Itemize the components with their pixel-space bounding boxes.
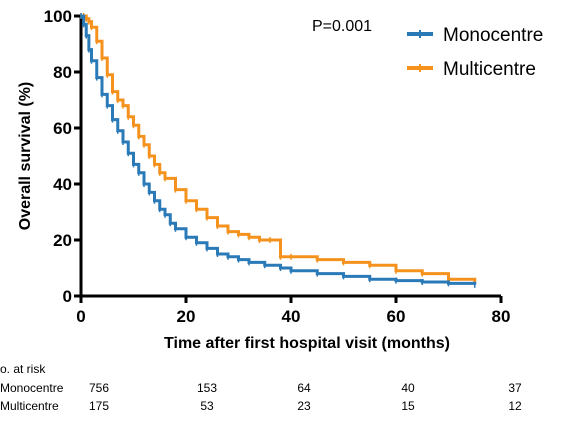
- y-tick-label: 40: [53, 175, 72, 194]
- risk-row-label: Monocentre: [0, 381, 64, 395]
- x-axis-title: Time after first hospital visit (months): [164, 335, 450, 352]
- y-tick-label: 20: [53, 231, 72, 250]
- risk-count: 53: [200, 399, 214, 413]
- y-tick-label: 80: [53, 63, 72, 82]
- p-value-annotation: P=0.001: [312, 18, 372, 35]
- x-tick-label: 60: [387, 307, 406, 326]
- risk-count: 23: [297, 399, 311, 413]
- series-line-multicentre: [81, 14, 477, 282]
- series-line-monocentre: [81, 14, 477, 285]
- legend-label-monocentre: Monocentre: [443, 25, 543, 46]
- risk-count: 37: [508, 381, 522, 395]
- series-layer: [80, 13, 477, 288]
- risk-table: o. at risk Monocentre 756 153 64 40 37 Multicen…: [0, 362, 522, 413]
- risk-count: 40: [401, 381, 415, 395]
- risk-table-header: o. at risk: [0, 362, 46, 376]
- risk-count: 12: [508, 399, 522, 413]
- risk-row-label: Multicentre: [0, 399, 59, 413]
- x-tick-label: 40: [282, 307, 301, 326]
- risk-count: 15: [401, 399, 415, 413]
- x-tick-label: 0: [76, 307, 85, 326]
- y-axis-title: Overall survival (%): [17, 82, 34, 231]
- legend: Monocentre Multicentre: [407, 25, 543, 80]
- y-tick-label: 0: [63, 287, 72, 306]
- risk-count: 64: [297, 381, 311, 395]
- risk-count: 153: [197, 381, 217, 395]
- risk-count: 175: [89, 399, 109, 413]
- axes: [74, 14, 503, 303]
- legend-label-multicentre: Multicentre: [443, 59, 536, 80]
- y-tick-label: 100: [44, 7, 72, 26]
- x-tick-label: 80: [492, 307, 511, 326]
- y-tick-label: 60: [53, 119, 72, 138]
- risk-count: 756: [89, 381, 109, 395]
- x-tick-label: 20: [177, 307, 196, 326]
- labels: 0 20 40 60 80 100 0 20 40 60 80 Time after first ho…: [17, 7, 510, 352]
